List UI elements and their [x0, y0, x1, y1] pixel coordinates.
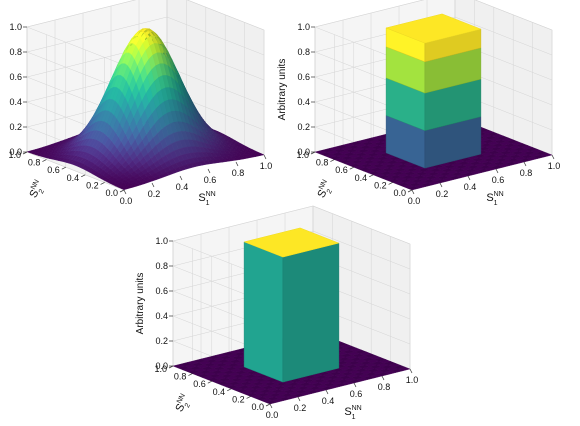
x-axis-label: S1NN [198, 191, 215, 207]
z-tick-label: 0.2 [9, 122, 22, 132]
y-tick-label: 0.0 [251, 402, 264, 412]
y-tick-label: 0.0 [105, 188, 118, 198]
box-side-face [243, 241, 284, 383]
x-tick-label: 1.0 [406, 375, 419, 385]
surface [172, 227, 411, 405]
x-tick-label: 0.8 [232, 168, 245, 178]
surface [26, 28, 265, 191]
y-axis: 0.0 0.2 0.4 0.6 0.8 1.0 S2NN [296, 150, 413, 202]
z-tick-label: 0.6 [297, 72, 310, 82]
x-tick-label: 0.6 [492, 175, 505, 185]
x-axis: 0.0 0.2 0.4 0.6 0.8 1.0 S1NN [408, 154, 561, 207]
y-tick-label: 0.4 [355, 173, 368, 183]
z-tick-label: 0.4 [297, 97, 310, 107]
y-axis-label: S2NN [315, 179, 337, 202]
z-tick-label: 0.0 [155, 361, 168, 371]
x-tick-label: 0.0 [266, 410, 279, 420]
x-tick-label: 0.4 [322, 396, 335, 406]
box-top [385, 13, 482, 44]
y-axis: 0.0 0.2 0.4 0.6 0.8 1.0 S2NN [8, 150, 125, 202]
x-tick-label: 1.0 [548, 161, 561, 171]
z-tick-label: 1.0 [297, 22, 310, 32]
y-tick-label: 0.0 [393, 188, 406, 198]
box-front-face [282, 242, 340, 383]
x-tick-label: 0.2 [294, 403, 307, 413]
y-axis: 0.0 0.2 0.4 0.6 0.8 1.0 S2NN [154, 364, 271, 416]
z-axis-label: Arbitrary units [277, 59, 288, 121]
y-axis-label: S2NN [27, 179, 49, 202]
x-axis: 0.0 0.2 0.4 0.6 0.8 1.0 S1NN [120, 154, 273, 207]
x-tick-label: 0.4 [464, 182, 477, 192]
y-tick-label: 0.2 [232, 394, 245, 404]
x-tick-label: 0.6 [204, 175, 217, 185]
x-axis-label: S1NN [344, 405, 361, 421]
y-tick-label: 0.8 [316, 158, 329, 168]
x-tick-label: 0.2 [436, 189, 449, 199]
y-tick-label: 0.8 [174, 372, 187, 382]
z-axis: 0.0 0.2 0.4 0.6 0.8 1.0 Arbitrary units [135, 236, 173, 371]
z-tick-label: 0.6 [9, 72, 22, 82]
z-tick-label: 0.6 [155, 286, 168, 296]
y-tick-label: 0.8 [28, 158, 41, 168]
x-axis: 0.0 0.2 0.4 0.6 0.8 1.0 S1NN [266, 368, 419, 421]
z-tick-label: 1.0 [155, 236, 168, 246]
z-axis-label: Arbitrary units [135, 273, 146, 335]
z-tick-label: 0.8 [9, 47, 22, 57]
y-tick-label: 0.6 [193, 379, 206, 389]
x-tick-label: 0.8 [520, 168, 533, 178]
x-tick-label: 0.0 [408, 196, 421, 206]
y-tick-label: 0.2 [86, 180, 99, 190]
x-tick-label: 0.6 [350, 389, 363, 399]
z-tick-label: 0.2 [155, 336, 168, 346]
x-tick-label: 0.4 [176, 182, 189, 192]
x-tick-label: 0.0 [120, 196, 133, 206]
box-top [243, 227, 340, 258]
y-tick-label: 0.2 [374, 180, 387, 190]
y-tick-label: 0.4 [67, 173, 80, 183]
y-tick-label: 1.0 [8, 150, 21, 160]
y-tick-label: 1.0 [296, 150, 309, 160]
x-tick-label: 0.8 [378, 382, 391, 392]
y-tick-label: 0.6 [335, 165, 348, 175]
y-tick-label: 1.0 [154, 364, 167, 374]
x-tick-label: 1.0 [260, 161, 273, 171]
surface-patch [256, 153, 265, 156]
x-tick-label: 0.2 [148, 189, 161, 199]
x-axis-label: S1NN [486, 191, 503, 207]
z-tick-label: 0.0 [297, 147, 310, 157]
y-tick-label: 0.4 [213, 387, 226, 397]
z-tick-label: 0.8 [155, 261, 168, 271]
z-tick-label: 0.4 [155, 311, 168, 321]
z-tick-label: 1.0 [9, 22, 22, 32]
surface [314, 13, 553, 191]
y-axis-label: S2NN [173, 393, 195, 416]
z-axis: 0.0 0.2 0.4 0.6 0.8 1.0 Arbitrary units [277, 22, 315, 157]
z-tick-label: 0.0 [9, 147, 22, 157]
y-tick-label: 0.6 [47, 165, 60, 175]
z-tick-label: 0.4 [9, 97, 22, 107]
z-tick-label: 0.8 [297, 47, 310, 57]
z-tick-label: 0.2 [297, 122, 310, 132]
